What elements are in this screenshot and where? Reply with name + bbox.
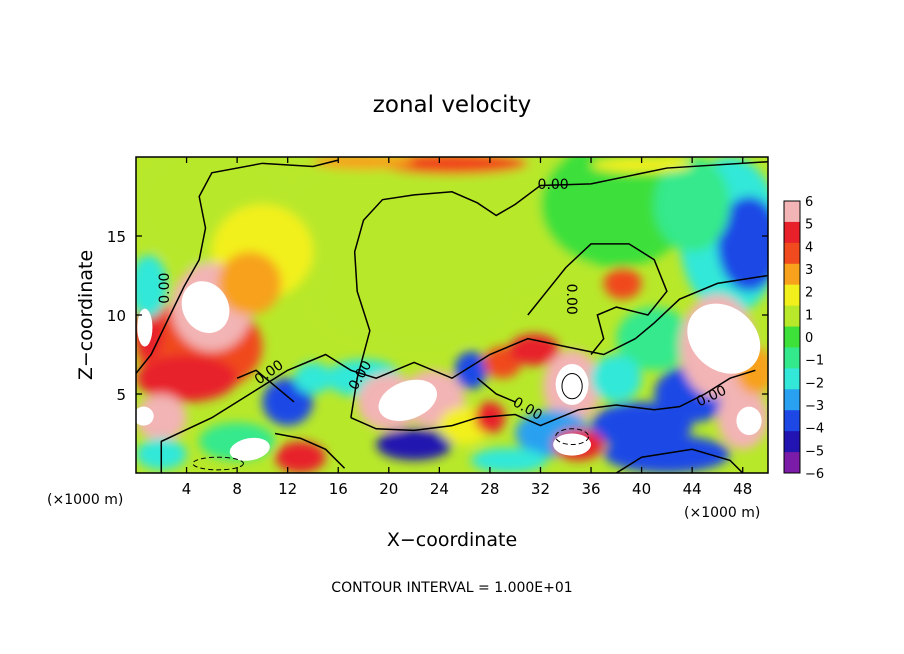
colorbar-tick-label: 1 — [805, 308, 813, 323]
saturated-core — [555, 363, 589, 406]
colorbar: 6 5 4 3 2 1 0 −1 −2 −3 −4 −5 −6 — [783, 195, 824, 482]
colorbar-tick-label: −2 — [805, 376, 824, 391]
colorbar-swatch — [784, 347, 800, 369]
colorbar-swatch — [784, 201, 800, 223]
colorbar-tick-label: 2 — [805, 286, 813, 301]
field-blob — [591, 354, 642, 402]
colorbar-swatch — [784, 221, 800, 244]
y-tick-label: 5 — [116, 386, 126, 404]
saturated-core — [687, 303, 761, 374]
colorbar-swatch — [784, 452, 800, 474]
colorbar-tick-label: −4 — [805, 422, 824, 437]
saturated-core — [736, 406, 762, 436]
zero-contour — [236, 369, 295, 403]
x-unit-label-right: (×1000 m) — [684, 505, 760, 521]
colorbar-swatch — [784, 326, 800, 348]
field-blob — [603, 267, 642, 300]
y-tick-label: 15 — [107, 228, 126, 246]
field-blob — [717, 196, 768, 292]
colorbar-swatch — [784, 242, 800, 265]
colorbar-swatch — [784, 284, 800, 307]
field-blob — [136, 394, 187, 442]
colorbar-tick-label: 4 — [805, 240, 813, 255]
field-blob — [294, 362, 332, 395]
y-axis-label: Z−coordinate — [75, 250, 97, 380]
plot-area — [136, 157, 768, 473]
contour-label: 0.00 — [538, 177, 569, 193]
field-blob — [616, 307, 693, 371]
field-blob — [136, 254, 168, 319]
field-blob — [474, 401, 506, 434]
zero-contour — [160, 274, 768, 473]
colorbar-swatch — [784, 263, 800, 286]
negative-contour — [192, 456, 244, 471]
x-tick-label: 16 — [329, 480, 348, 498]
field-blob — [312, 251, 516, 347]
zero-contour — [350, 369, 756, 432]
field-blob — [275, 441, 326, 473]
x-tick-label: 36 — [581, 480, 600, 498]
zero-contour — [476, 377, 516, 403]
x-tick-label: 20 — [379, 480, 398, 498]
saturated-core — [136, 406, 154, 426]
colorbar-swatch — [784, 368, 800, 390]
saturated-core — [229, 437, 270, 461]
x-tick-label: 24 — [430, 480, 449, 498]
field-blob — [603, 435, 731, 473]
zero-contour — [274, 432, 346, 469]
colorbar-tick-label: 0 — [805, 331, 813, 346]
positive-contour — [561, 372, 583, 400]
field-blob — [654, 157, 731, 252]
zero-contour — [136, 159, 339, 374]
colorbar-swatch — [784, 305, 800, 328]
contour-label: 0.00 — [563, 284, 579, 315]
contour-interval-note: CONTOUR INTERVAL = 1.000E+01 — [331, 580, 572, 596]
field-blob — [218, 251, 282, 315]
x-tick-label: 48 — [733, 480, 752, 498]
colorbar-swatch — [784, 389, 800, 411]
x-tick-label: 8 — [232, 480, 242, 498]
zero-contour — [527, 243, 668, 355]
x-unit-label: (×1000 m) — [47, 492, 123, 508]
negative-contour — [555, 428, 590, 446]
chart-title: zonal velocity — [373, 92, 531, 118]
x-tick-label: 44 — [683, 480, 702, 498]
saturated-core — [378, 379, 437, 421]
x-tick-label: 4 — [182, 480, 192, 498]
colorbar-tick-label: −6 — [805, 467, 824, 482]
colorbar-tick-label: −5 — [805, 444, 824, 459]
colorbar-frame — [783, 200, 801, 474]
zero-contour — [350, 160, 768, 418]
x-axis-label: X−coordinate — [387, 529, 517, 551]
x-tick-label: 28 — [480, 480, 499, 498]
colorbar-tick-label: −1 — [805, 354, 824, 369]
field-blob — [262, 378, 313, 426]
x-tick-label: 40 — [632, 480, 651, 498]
field-blob — [312, 157, 415, 170]
colorbar-tick-label: −3 — [805, 399, 824, 414]
colorbar-tick-label: 3 — [805, 263, 813, 278]
saturated-core — [181, 281, 230, 333]
field-blob — [591, 157, 693, 173]
field-blob — [470, 447, 547, 473]
field-blob — [376, 428, 452, 461]
y-tick-label: 10 — [107, 307, 126, 325]
x-tick-label: 32 — [531, 480, 550, 498]
colorbar-tick-label: 6 — [805, 195, 813, 210]
zero-contour — [615, 448, 744, 473]
saturated-core — [137, 308, 153, 347]
colorbar-swatch — [784, 431, 800, 453]
field-blob — [136, 354, 238, 402]
colorbar-tick-label: 5 — [805, 218, 813, 233]
x-tick-label: 12 — [278, 480, 297, 498]
colorbar-swatch — [784, 410, 800, 432]
contour-label: 0.00 — [157, 273, 173, 304]
field-blob — [454, 351, 488, 390]
